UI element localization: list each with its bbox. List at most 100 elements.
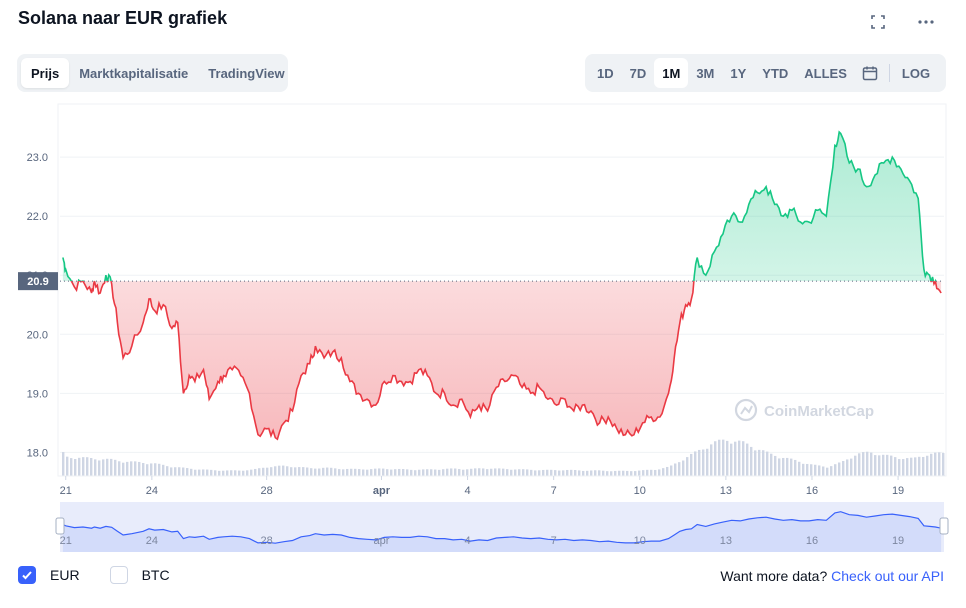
tab-prijs[interactable]: Prijs (21, 58, 70, 88)
volume-bar (634, 471, 637, 476)
volume-bar (938, 452, 941, 476)
volume-bar (622, 470, 625, 476)
volume-bar (854, 455, 857, 476)
baseline-label: 20.9 (27, 276, 48, 288)
volume-bar (78, 457, 81, 476)
volume-bar (322, 467, 325, 476)
volume-bar (490, 468, 493, 476)
volume-bar (338, 469, 341, 476)
y-tick-label: 23.0 (27, 152, 48, 164)
volume-bar (270, 467, 273, 476)
volume-bar (174, 467, 177, 476)
volume-bar (802, 463, 805, 476)
price-area-down (62, 281, 942, 440)
eur-checkbox[interactable] (18, 566, 36, 584)
volume-bar (450, 468, 453, 476)
volume-bar (678, 462, 681, 476)
volume-bar (918, 456, 921, 476)
volume-bar (674, 463, 677, 476)
range-7d[interactable]: 7D (629, 65, 647, 81)
volume-bar (774, 455, 777, 476)
volume-bar (862, 452, 865, 476)
volume-bar (118, 461, 121, 476)
volume-bar (814, 464, 817, 476)
volume-bar (234, 470, 237, 476)
volume-bar (838, 462, 841, 476)
volume-bar (94, 459, 97, 476)
volume-bar (262, 467, 265, 476)
volume-bar (446, 468, 449, 476)
volume-bar (830, 466, 833, 476)
price-chart[interactable]: 18.019.020.021.022.023.020.9CoinMarketCa… (0, 100, 966, 560)
volume-bar (254, 468, 257, 476)
navigator-handle-left[interactable] (55, 517, 65, 535)
btc-label: BTC (141, 567, 170, 583)
volume-bar (598, 470, 601, 476)
volume-bar (618, 470, 621, 476)
y-tick-label: 20.0 (27, 329, 48, 341)
btc-checkbox[interactable] (109, 566, 128, 584)
price-line-up (62, 130, 937, 282)
volume-bar (486, 469, 489, 476)
api-link[interactable]: Check out our API (831, 568, 944, 584)
volume-bar (770, 453, 773, 476)
range-3m[interactable]: 3M (696, 65, 715, 81)
volume-bar (294, 467, 297, 476)
volume-bar (342, 469, 345, 476)
navigator-tick-label: 13 (720, 535, 732, 547)
log-scale-toggle[interactable]: LOG (901, 65, 931, 81)
volume-bar (394, 469, 397, 476)
volume-bar (286, 466, 289, 476)
range-1m[interactable]: 1M (654, 58, 689, 88)
volume-bar (694, 451, 697, 476)
navigator-area (62, 511, 942, 552)
more-options-icon[interactable] (916, 14, 936, 34)
volume-bar (718, 439, 721, 476)
tab-tradingview[interactable]: TradingView (208, 65, 285, 81)
watermark-logo (734, 398, 758, 422)
volume-bar (686, 457, 689, 476)
volume-bar (670, 465, 673, 476)
volume-bar (374, 468, 377, 476)
volume-bar (290, 467, 293, 476)
volume-bar (86, 457, 89, 476)
volume-bar (890, 455, 893, 476)
volume-bar (230, 470, 233, 476)
fullscreen-icon[interactable] (868, 14, 888, 34)
volume-bar (146, 464, 149, 476)
range-1d[interactable]: 1D (597, 65, 614, 81)
navigator-handle-right[interactable] (939, 517, 949, 535)
volume-bar (886, 454, 889, 476)
volume-bar (438, 469, 441, 476)
volume-bar (538, 470, 541, 476)
navigator-tick-label: 19 (892, 535, 904, 547)
volume-bar (810, 464, 813, 476)
range-1y[interactable]: 1Y (730, 65, 747, 81)
volume-bar (566, 469, 569, 476)
volume-bar (214, 470, 217, 476)
volume-bar (458, 469, 461, 476)
volume-bar (370, 469, 373, 476)
navigator-tick-label: 10 (634, 535, 646, 547)
volume-bar (606, 471, 609, 476)
volume-bar (130, 461, 133, 476)
volume-bar (626, 470, 629, 476)
volume-bar (74, 458, 77, 476)
volume-bar (742, 441, 745, 476)
volume-bar (66, 456, 69, 476)
x-tick-label: 28 (261, 485, 273, 497)
tab-marktkapitalisatie[interactable]: Marktkapitalisatie (79, 65, 189, 81)
volume-bar (190, 468, 193, 476)
range-ytd[interactable]: YTD (762, 65, 789, 81)
calendar-icon[interactable] (855, 58, 885, 88)
volume-bar (182, 467, 185, 476)
volume-bar (278, 465, 281, 476)
range-alles[interactable]: ALLES (804, 65, 847, 81)
volume-bar (806, 463, 809, 476)
x-tick-label: 19 (892, 485, 904, 497)
navigator-tick-label: 24 (146, 535, 158, 547)
volume-bar (922, 456, 925, 476)
volume-bar (714, 441, 717, 476)
volume-bar (186, 468, 189, 476)
volume-bar (314, 468, 317, 476)
